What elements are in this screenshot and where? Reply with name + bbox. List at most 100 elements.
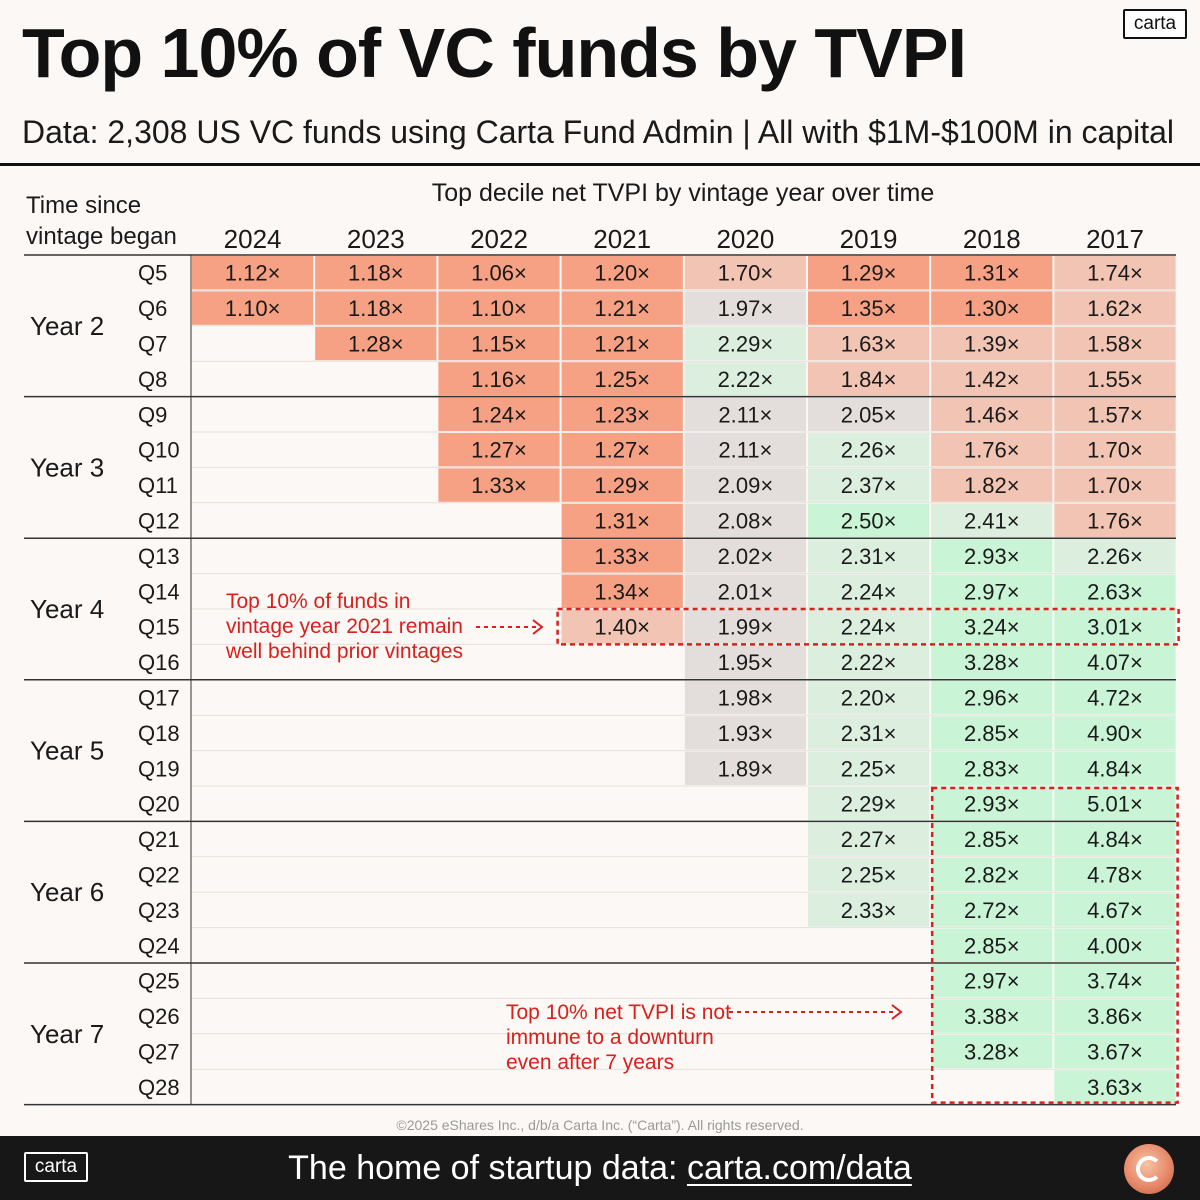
cell-q7-2022 xyxy=(438,326,560,361)
cell-label-q12-2020: 2.08× xyxy=(718,509,774,534)
cell-label-q7-2019: 1.63× xyxy=(841,332,897,357)
cell-q21-2017 xyxy=(1054,822,1176,856)
cell-label-q15-2018: 3.24× xyxy=(964,615,1020,640)
cell-label-q5-2018: 1.31× xyxy=(964,261,1020,286)
cell-q26-2017 xyxy=(1054,999,1176,1033)
cell-q15-2017 xyxy=(1054,610,1176,644)
cell-q8-2022 xyxy=(438,362,560,396)
header-divider xyxy=(0,163,1200,166)
row-axis-title: Time since vintage began xyxy=(26,190,177,252)
cell-q14-2020 xyxy=(684,574,806,608)
cell-label-q22-2017: 4.78× xyxy=(1087,863,1143,888)
cell-q14-2019 xyxy=(808,574,930,608)
column-header-2021: 2021 xyxy=(593,224,651,254)
cell-q23-2018 xyxy=(931,893,1053,927)
cell-label-q19-2018: 2.83× xyxy=(964,756,1020,781)
cell-label-q20-2017: 5.01× xyxy=(1087,792,1143,817)
cell-q8-2021 xyxy=(561,362,683,396)
cell-q23-2019 xyxy=(808,893,930,927)
quarter-label-q13: Q13 xyxy=(138,544,180,569)
annotation-downturn-line-3: even after 7 years xyxy=(506,1051,674,1074)
cell-q17-2019 xyxy=(808,680,930,715)
cell-q26-2018 xyxy=(931,999,1053,1033)
quarter-label-q12: Q12 xyxy=(138,509,180,534)
cell-label-q6-2022: 1.10× xyxy=(471,296,527,321)
cell-q7-2017 xyxy=(1054,326,1176,361)
cell-label-q9-2021: 1.23× xyxy=(594,402,650,427)
quarter-label-q9: Q9 xyxy=(138,402,167,427)
cell-label-q9-2020: 2.11× xyxy=(718,402,772,427)
cell-q10-2018 xyxy=(931,433,1053,467)
cell-label-q6-2024: 1.10× xyxy=(225,296,281,321)
cell-label-q12-2021: 1.31× xyxy=(594,509,650,534)
cell-q5-2022 xyxy=(438,256,560,290)
cell-label-q5-2022: 1.06× xyxy=(471,261,527,286)
cell-label-q11-2017: 1.70× xyxy=(1087,473,1143,498)
cell-label-q23-2019: 2.33× xyxy=(841,898,897,923)
cell-label-q17-2020: 1.98× xyxy=(718,686,774,711)
cell-q12-2017 xyxy=(1054,503,1176,538)
cell-label-q20-2019: 2.29× xyxy=(841,792,897,817)
cell-label-q13-2018: 2.93× xyxy=(964,544,1020,569)
cell-q9-2019 xyxy=(808,397,930,431)
cell-label-q26-2017: 3.86× xyxy=(1087,1004,1143,1029)
cell-label-q15-2021: 1.40× xyxy=(594,615,650,640)
cell-q24-2017 xyxy=(1054,928,1176,962)
cell-label-q21-2017: 4.84× xyxy=(1087,827,1143,852)
cell-label-q5-2019: 1.29× xyxy=(841,261,897,286)
cell-q8-2020 xyxy=(684,362,806,396)
cell-q18-2019 xyxy=(808,716,930,750)
year-label-year-7: Year 7 xyxy=(30,1019,104,1049)
cell-label-q22-2018: 2.82× xyxy=(964,863,1020,888)
cell-label-q10-2017: 1.70× xyxy=(1087,438,1143,463)
cell-label-q9-2017: 1.57× xyxy=(1087,402,1143,427)
cell-q27-2018 xyxy=(931,1034,1053,1069)
cell-label-q13-2020: 2.02× xyxy=(718,544,774,569)
cell-label-q28-2017: 3.63× xyxy=(1087,1075,1143,1100)
cell-label-q11-2022: 1.33× xyxy=(471,473,527,498)
quarter-label-q17: Q17 xyxy=(138,686,180,711)
cell-q13-2019 xyxy=(808,539,930,573)
cell-label-q11-2020: 2.09× xyxy=(718,473,774,498)
cell-label-q13-2021: 1.33× xyxy=(594,544,650,569)
cell-q22-2018 xyxy=(931,857,1053,892)
quarter-label-q7: Q7 xyxy=(138,332,167,357)
cell-label-q6-2017: 1.62× xyxy=(1087,296,1143,321)
cell-q20-2018 xyxy=(931,787,1053,821)
footer-carta-logo: carta xyxy=(24,1152,88,1182)
footer-link[interactable]: carta.com/data xyxy=(686,1149,912,1187)
cell-q6-2024 xyxy=(192,291,314,325)
cell-q6-2017 xyxy=(1054,291,1176,325)
cell-label-q9-2019: 2.05× xyxy=(841,402,897,427)
arrow-head-icon xyxy=(891,1004,903,1020)
cell-label-q18-2019: 2.31× xyxy=(841,721,897,746)
quarter-label-q22: Q22 xyxy=(138,863,180,888)
cell-q18-2020 xyxy=(684,716,806,750)
cell-q5-2024 xyxy=(192,256,314,290)
cell-q11-2020 xyxy=(684,468,806,502)
cell-label-q21-2019: 2.27× xyxy=(841,827,897,852)
cell-label-q7-2020: 2.29× xyxy=(718,332,774,357)
cell-label-q16-2018: 3.28× xyxy=(964,650,1020,675)
quarter-label-q18: Q18 xyxy=(138,721,180,746)
cell-label-q15-2017: 3.01× xyxy=(1087,615,1143,640)
cell-q19-2020 xyxy=(684,751,806,785)
cell-label-q8-2021: 1.25× xyxy=(594,367,650,392)
cell-q9-2018 xyxy=(931,397,1053,431)
column-header-2024: 2024 xyxy=(224,224,282,254)
cell-q13-2021 xyxy=(561,539,683,573)
cell-label-q23-2018: 2.72× xyxy=(964,898,1020,923)
cell-label-q20-2018: 2.93× xyxy=(964,792,1020,817)
cell-q6-2022 xyxy=(438,291,560,325)
cell-label-q15-2020: 1.99× xyxy=(718,615,774,640)
quarter-label-q5: Q5 xyxy=(138,261,167,286)
cell-label-q14-2020: 2.01× xyxy=(718,579,774,604)
cell-label-q6-2023: 1.18× xyxy=(348,296,404,321)
cell-q24-2018 xyxy=(931,928,1053,962)
cell-q9-2017 xyxy=(1054,397,1176,431)
carta-badge-icon xyxy=(1124,1144,1174,1194)
cell-q10-2019 xyxy=(808,433,930,467)
cell-q19-2019 xyxy=(808,751,930,785)
cell-q15-2021 xyxy=(561,610,683,644)
cell-label-q16-2017: 4.07× xyxy=(1087,650,1143,675)
